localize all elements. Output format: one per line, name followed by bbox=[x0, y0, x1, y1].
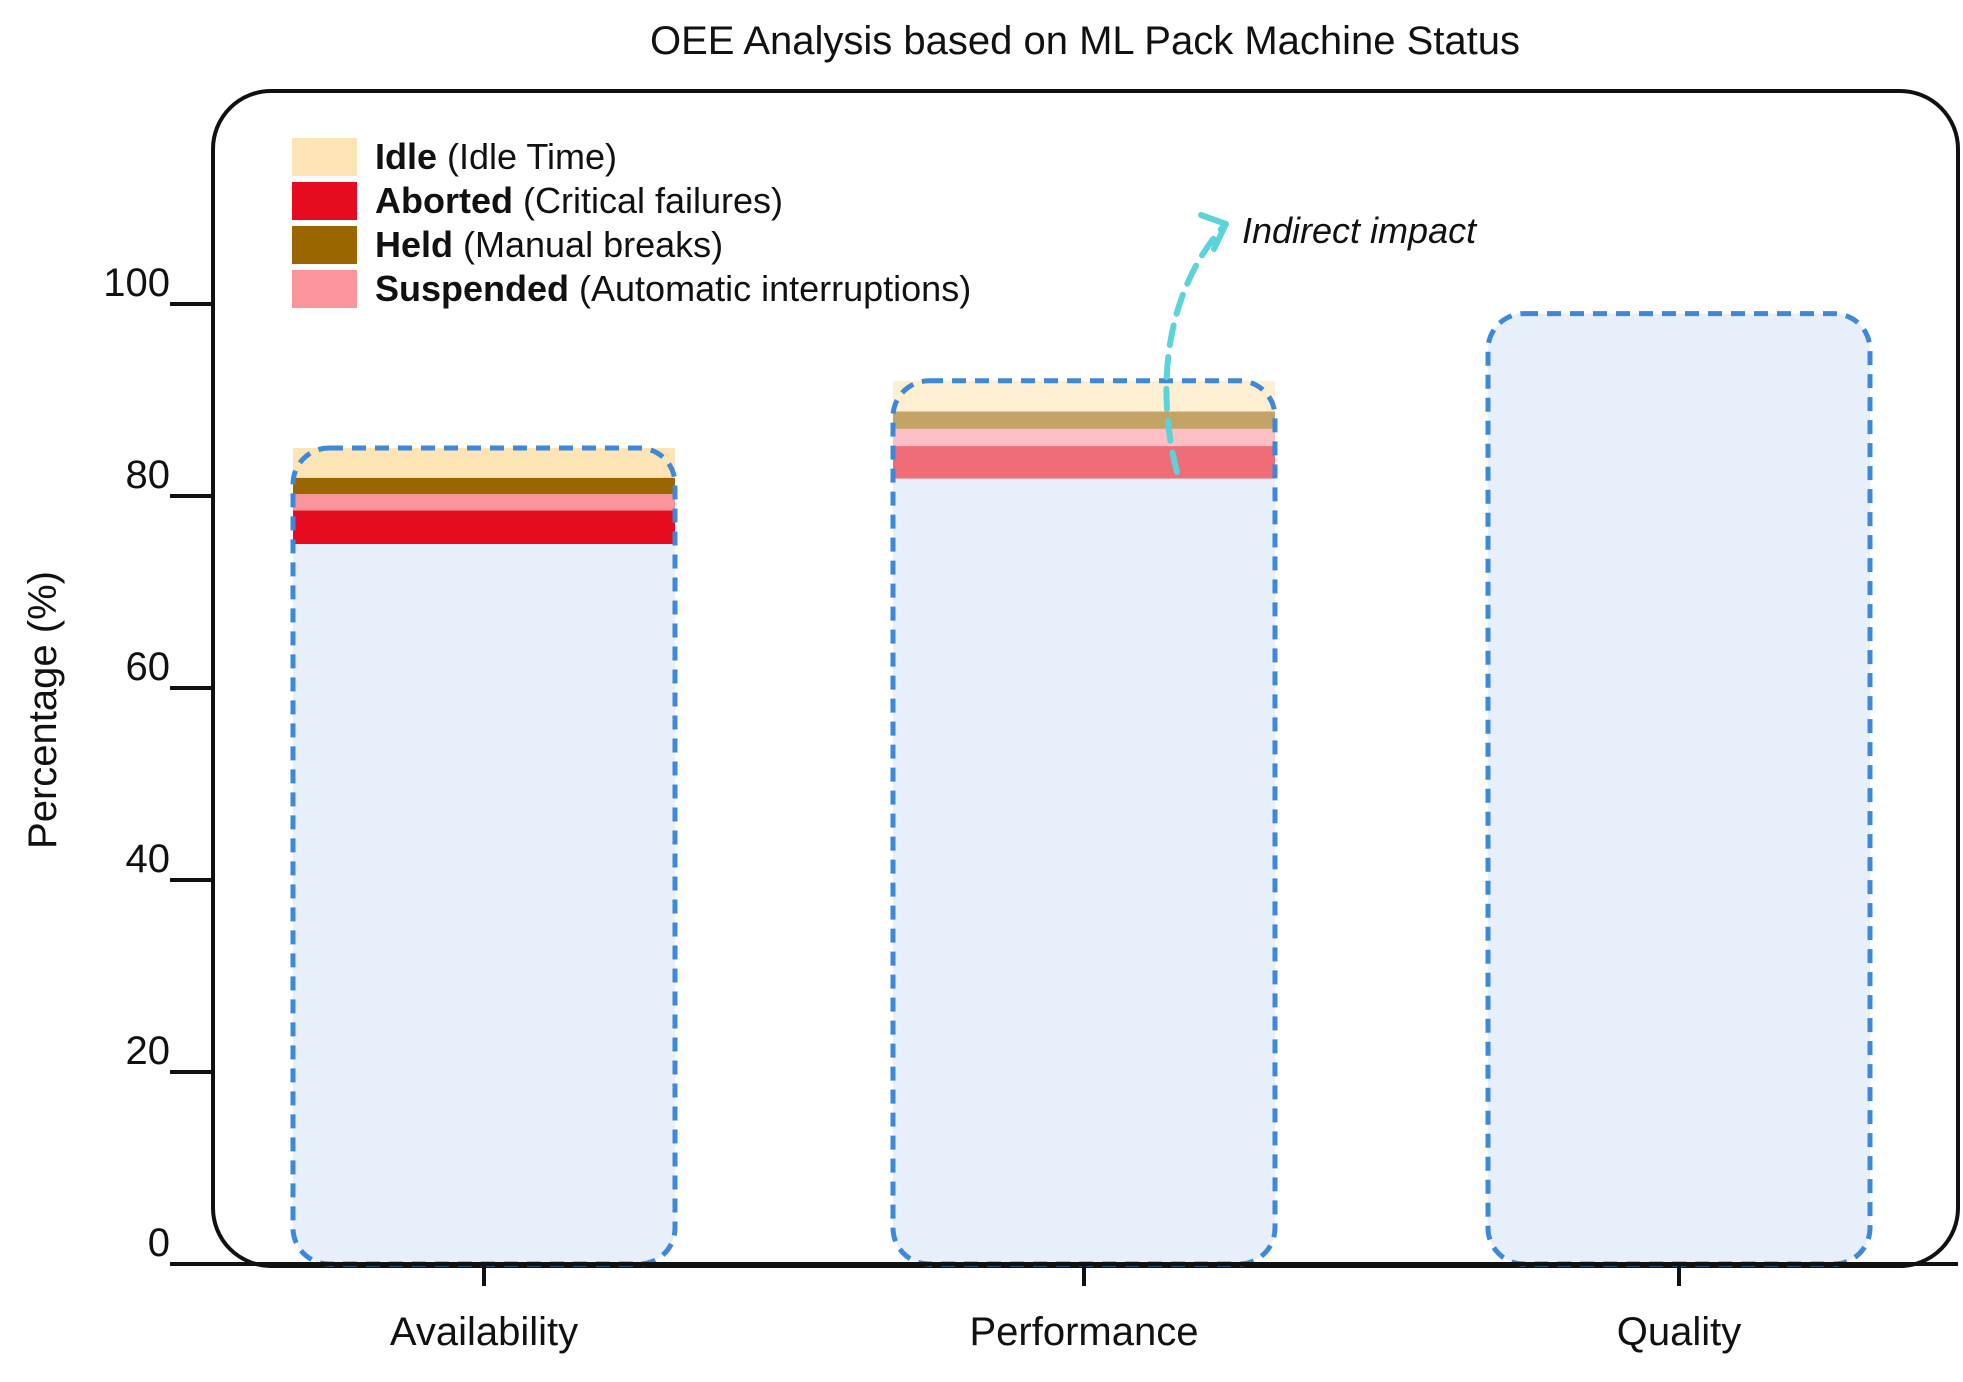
segment-availability-aborted bbox=[293, 510, 675, 544]
legend-desc-held: (Manual breaks) bbox=[463, 224, 723, 265]
y-tick-label-40: 40 bbox=[126, 837, 171, 881]
legend-swatch-aborted bbox=[292, 182, 357, 220]
axes: 0 20 40 60 80 100 Availability Performance Quali… bbox=[103, 261, 1958, 1354]
bar-availability bbox=[290, 445, 678, 1267]
legend-desc-aborted: (Critical failures) bbox=[523, 180, 783, 221]
annotation-arrow bbox=[1163, 225, 1225, 475]
segment-performance-suspended bbox=[893, 428, 1275, 447]
segment-availability-idle bbox=[293, 448, 675, 478]
legend-swatch-held bbox=[292, 226, 357, 264]
legend-item-held: Held (Manual breaks) bbox=[292, 224, 723, 265]
legend-label-suspended: Suspended (Automatic interruptions) bbox=[375, 268, 971, 309]
legend-bold-held: Held bbox=[375, 224, 453, 265]
annotation-text: Indirect impact bbox=[1242, 210, 1478, 251]
legend-item-idle: Idle (Idle Time) bbox=[292, 136, 617, 177]
legend-desc-suspended: (Automatic interruptions) bbox=[579, 268, 971, 309]
annotation-arrowhead bbox=[1198, 212, 1229, 252]
x-tick-label-performance: Performance bbox=[970, 1310, 1199, 1354]
legend-bold-idle: Idle bbox=[375, 136, 437, 177]
bar-quality bbox=[1485, 311, 1873, 1267]
legend-swatch-suspended bbox=[292, 270, 357, 308]
bar-fill-quality bbox=[1488, 313, 1870, 1265]
chart-title: OEE Analysis based on ML Pack Machine St… bbox=[650, 19, 1520, 63]
bars bbox=[290, 311, 1873, 1267]
legend-item-aborted: Aborted (Critical failures) bbox=[292, 180, 783, 221]
bar-fill-performance bbox=[893, 478, 1275, 1264]
legend-bold-aborted: Aborted bbox=[375, 180, 513, 221]
segment-performance-idle bbox=[893, 380, 1275, 412]
y-axis-label: Percentage (%) bbox=[21, 571, 65, 849]
legend-label-idle: Idle (Idle Time) bbox=[375, 136, 617, 177]
y-tick-label-60: 60 bbox=[126, 645, 171, 689]
y-tick-label-20: 20 bbox=[126, 1029, 171, 1073]
segment-availability-held bbox=[293, 477, 675, 495]
y-tick-label-80: 80 bbox=[126, 453, 171, 497]
x-tick-label-availability: Availability bbox=[390, 1310, 578, 1354]
legend-desc-idle: (Idle Time) bbox=[447, 136, 617, 177]
y-tick-label-100: 100 bbox=[103, 261, 170, 305]
segment-performance-aborted bbox=[893, 446, 1275, 479]
legend-label-aborted: Aborted (Critical failures) bbox=[375, 180, 783, 221]
stacked-segments bbox=[293, 380, 1275, 544]
legend-bold-suspended: Suspended bbox=[375, 268, 569, 309]
legend-swatch-idle bbox=[292, 138, 357, 176]
legend-label-held: Held (Manual breaks) bbox=[375, 224, 723, 265]
x-tick-label-quality: Quality bbox=[1617, 1310, 1742, 1354]
segment-performance-held bbox=[893, 411, 1275, 429]
bar-performance bbox=[890, 378, 1278, 1267]
indirect-impact-annotation: Indirect impact bbox=[1163, 210, 1478, 475]
segment-availability-suspended bbox=[293, 494, 675, 511]
bar-fill-availability bbox=[293, 544, 675, 1264]
legend-item-suspended: Suspended (Automatic interruptions) bbox=[292, 268, 971, 309]
y-tick-label-0: 0 bbox=[148, 1221, 170, 1265]
legend: Idle (Idle Time)Aborted (Critical failures… bbox=[292, 136, 971, 309]
